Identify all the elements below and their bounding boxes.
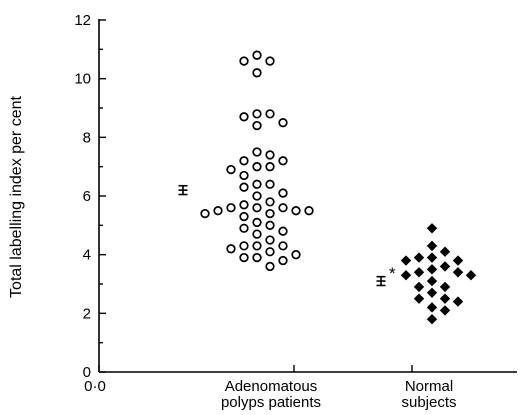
data-points [200,50,477,325]
data-point [452,255,464,266]
data-point [226,164,236,175]
data-point [291,206,301,216]
data-point [304,206,314,216]
data-point [239,252,249,263]
data-point [265,208,275,219]
category-label: subjects [401,394,456,411]
category-label: Adenomatous [225,378,318,395]
data-point [226,244,236,254]
data-point [239,112,249,122]
data-point [426,302,438,313]
data-point [252,229,262,239]
data-point [239,156,249,166]
data-point [239,211,249,222]
data-point [439,305,451,316]
data-point [413,281,425,293]
data-point [439,246,451,257]
data-point [278,255,288,266]
data-point [426,287,438,298]
data-point [465,270,477,281]
y-tick-label: 8 [83,129,91,146]
data-point [413,267,425,278]
data-point [252,147,262,157]
data-point [252,120,262,131]
data-point [426,275,438,287]
y-tick-label: 10 [74,71,91,88]
data-point [239,170,249,181]
data-point [291,250,301,260]
data-point [439,293,451,304]
data-point [439,281,451,293]
data-point [413,293,425,304]
category-label: Normal [405,378,453,395]
significance-asterisk: * [389,264,396,283]
data-point [426,264,438,275]
data-point [252,68,262,78]
y-tick-label: 0 [83,364,91,381]
data-point [252,162,262,172]
data-point [252,203,262,213]
data-point [278,241,288,251]
data-point [252,179,262,189]
mean-error-bars: * [178,184,396,287]
data-point [278,203,288,213]
data-point [265,220,275,230]
data-point [239,200,249,210]
data-point [452,267,464,278]
y-tick-label: 6 [83,188,91,205]
data-point [252,109,262,119]
data-point [252,252,262,263]
data-point [278,188,288,198]
data-point [239,223,249,233]
category-label: polyps patients [221,394,321,411]
data-point [239,182,249,192]
data-point [452,296,464,307]
data-point [278,156,288,166]
data-point [252,241,262,251]
data-point [252,50,262,60]
data-point [278,226,288,236]
data-point [413,252,425,263]
y-axis-title: Total labelling index per cent [8,95,25,297]
data-point [252,217,262,228]
data-point [265,109,275,119]
data-point [200,208,210,219]
data-point [265,179,275,189]
data-point [265,235,275,245]
data-point [265,150,275,160]
y-tick-label: 4 [83,247,91,264]
y-tick-label: 2 [83,305,91,322]
axes [98,19,517,373]
data-point [400,255,412,266]
data-point [400,270,412,281]
data-point [265,247,275,257]
data-point [426,240,438,252]
data-point [239,56,249,66]
data-point [213,206,223,216]
data-point [239,241,249,251]
data-point [265,56,275,66]
data-point [265,261,275,272]
data-point [426,252,438,263]
data-point [439,261,451,272]
x-origin-label: 0·0 [84,378,106,395]
data-point [426,223,438,234]
data-point [265,162,275,172]
data-point [252,191,262,201]
data-point [226,203,236,213]
data-point [278,118,288,128]
y-ticks: 0 2 4 6 8 10 12 [74,12,413,381]
data-point [265,197,275,207]
data-point [426,314,438,325]
y-tick-label: 12 [74,12,91,29]
